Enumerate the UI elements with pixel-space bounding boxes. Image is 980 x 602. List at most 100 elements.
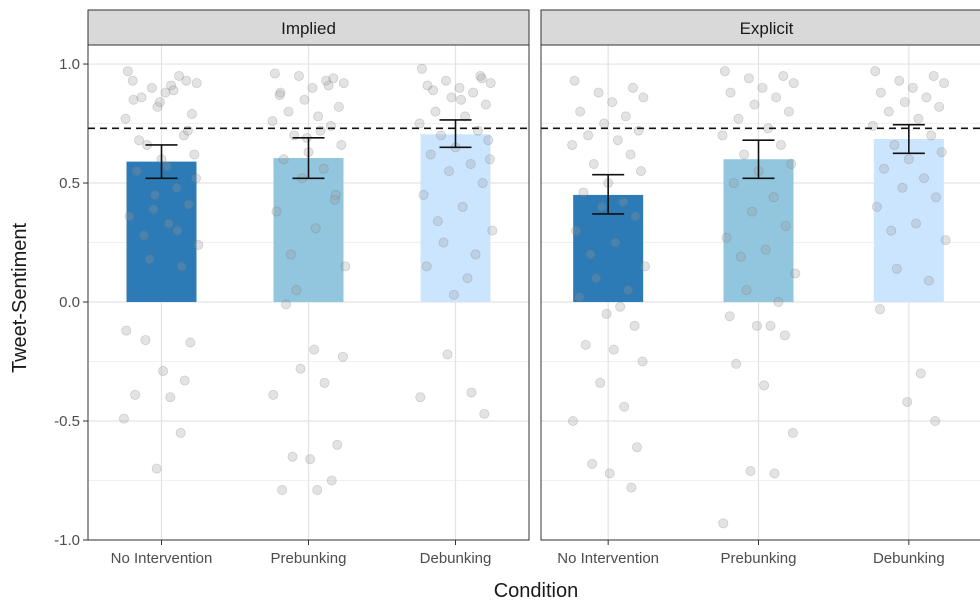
bar-debunking	[420, 134, 491, 303]
data-point	[309, 344, 320, 355]
data-point	[741, 285, 752, 296]
data-point	[615, 301, 626, 312]
bar-prebunking	[273, 158, 344, 303]
x-tick-label: No Intervention	[111, 550, 213, 567]
data-point	[418, 189, 429, 200]
data-point	[181, 75, 192, 86]
data-point	[574, 292, 585, 303]
data-point	[923, 275, 934, 286]
data-point	[183, 199, 194, 210]
data-point	[329, 194, 340, 205]
data-point	[299, 94, 310, 105]
data-point	[790, 268, 801, 279]
data-point	[583, 130, 594, 141]
data-point	[886, 225, 897, 236]
data-point	[593, 87, 604, 98]
data-point	[788, 78, 799, 89]
data-point	[281, 299, 292, 310]
data-point	[274, 89, 285, 100]
data-point	[158, 366, 169, 377]
data-point	[612, 135, 623, 146]
data-point	[438, 237, 449, 248]
data-point	[936, 147, 947, 158]
data-point	[134, 135, 145, 146]
data-point	[487, 225, 498, 236]
facet-strip-label: Implied	[281, 19, 336, 38]
data-point	[899, 97, 910, 108]
data-point	[178, 130, 189, 141]
data-point	[340, 261, 351, 272]
data-point	[193, 239, 204, 250]
data-point	[889, 139, 900, 150]
data-point	[897, 182, 908, 193]
data-point	[483, 135, 494, 146]
data-point	[440, 75, 451, 86]
data-point	[721, 232, 732, 243]
data-point	[285, 249, 296, 260]
data-point	[903, 154, 914, 165]
data-point	[337, 351, 348, 362]
data-point	[635, 166, 646, 177]
data-point	[448, 289, 459, 300]
data-point	[580, 339, 591, 350]
data-point	[444, 166, 455, 177]
data-point	[485, 78, 496, 89]
data-point	[585, 249, 596, 260]
data-point	[325, 120, 336, 131]
y-tick-label: -0.5	[54, 413, 80, 430]
data-point	[773, 297, 784, 308]
data-point	[731, 358, 742, 369]
data-point	[717, 130, 728, 141]
data-point	[287, 451, 298, 462]
facet-strip	[540, 9, 980, 46]
data-point	[121, 325, 132, 336]
data-point	[326, 475, 337, 486]
data-point	[480, 99, 491, 110]
data-point	[638, 92, 649, 103]
bar-debunking	[873, 139, 944, 303]
data-point	[130, 389, 141, 400]
data-point	[446, 92, 457, 103]
data-point	[620, 111, 631, 122]
data-point	[323, 80, 334, 91]
data-point	[771, 92, 782, 103]
data-point	[630, 211, 641, 222]
data-point	[575, 106, 586, 117]
data-point	[172, 225, 183, 236]
x-tick-label: Debunking	[420, 550, 492, 567]
data-point	[283, 106, 294, 117]
data-point	[479, 408, 490, 419]
bar-no-intervention	[126, 161, 197, 303]
data-point	[619, 401, 630, 412]
data-point	[312, 485, 323, 496]
data-point	[724, 311, 735, 322]
data-point	[319, 377, 330, 388]
data-point	[131, 166, 142, 177]
data-point	[146, 82, 157, 93]
data-point	[930, 416, 941, 427]
data-point	[931, 192, 942, 203]
data-point	[124, 211, 135, 222]
y-tick-label: -1.0	[54, 532, 80, 549]
data-point	[454, 82, 465, 93]
data-point	[591, 273, 602, 284]
data-point	[626, 482, 637, 493]
data-point	[739, 149, 750, 160]
data-point	[315, 125, 326, 136]
data-point	[919, 173, 930, 184]
data-point	[733, 113, 744, 124]
data-point	[160, 87, 171, 98]
data-point	[751, 320, 762, 331]
data-point	[460, 111, 471, 122]
data-point	[457, 201, 468, 212]
data-point	[332, 439, 343, 450]
data-point	[174, 70, 185, 81]
data-point	[768, 192, 779, 203]
data-point	[182, 125, 193, 136]
data-point	[871, 201, 882, 212]
data-point	[719, 66, 730, 77]
data-point	[569, 75, 580, 86]
data-point	[150, 189, 161, 200]
data-point	[599, 118, 610, 129]
